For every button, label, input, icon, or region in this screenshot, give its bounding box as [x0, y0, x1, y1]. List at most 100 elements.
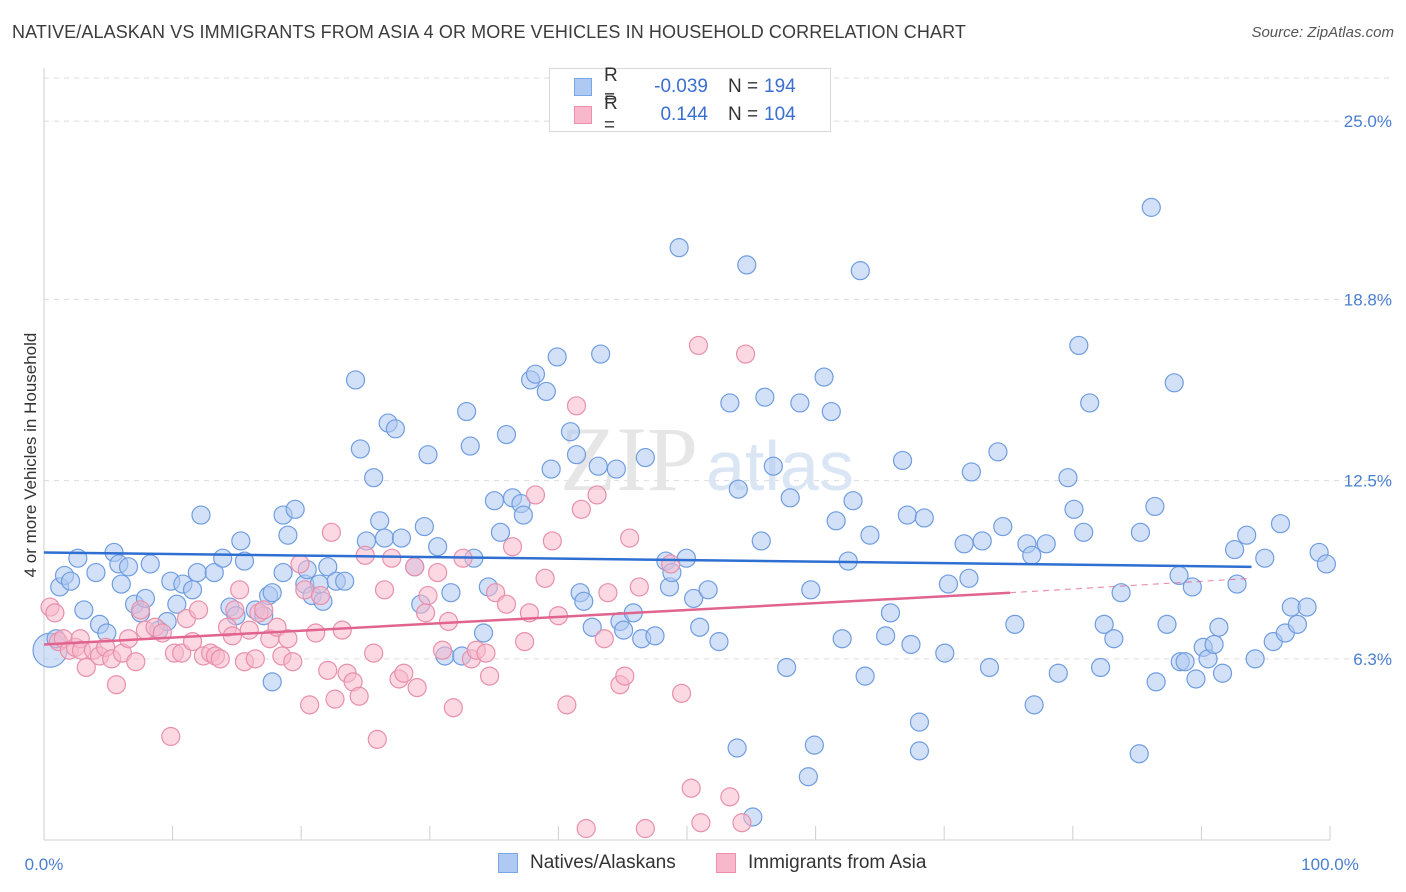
data-point [1145, 496, 1165, 517]
data-point [45, 603, 65, 623]
data-point [278, 629, 298, 649]
data-point [790, 393, 810, 413]
data-point [1080, 393, 1100, 413]
data-point [325, 689, 345, 709]
data-point [1005, 614, 1025, 634]
data-point [690, 617, 710, 637]
data-point [576, 818, 596, 839]
data-point [457, 401, 477, 422]
data-point [432, 640, 453, 660]
data-point [979, 657, 1000, 678]
legend-n-value: 194 [764, 76, 796, 97]
legend-row-natives: R = -0.039 N = 194 [550, 65, 796, 108]
legend-r-value: -0.039 [654, 76, 708, 97]
data-point [620, 528, 640, 548]
trend-line-immigrants [43, 591, 1011, 646]
data-point [1287, 614, 1307, 634]
data-point [126, 652, 146, 672]
data-point [484, 491, 505, 511]
data-point [755, 387, 775, 407]
data-point [321, 522, 341, 542]
bottom-legend-label: Natives/Alaskans [530, 852, 676, 873]
data-point [614, 620, 634, 640]
data-point [140, 554, 160, 574]
data-point [418, 585, 438, 606]
bottom-legend-label: Immigrants from Asia [748, 852, 927, 873]
data-point [909, 712, 930, 732]
data-point [428, 562, 448, 583]
data-point [182, 580, 203, 600]
data-point [901, 634, 921, 655]
data-point [479, 666, 500, 686]
x-tick-label: 0.0% [25, 855, 64, 874]
data-point [525, 364, 546, 384]
legend-r-value: 0.144 [660, 104, 708, 125]
data-point [1204, 634, 1224, 655]
data-point [364, 643, 384, 663]
data-point [1297, 597, 1317, 617]
data-point [720, 393, 740, 413]
data-point [598, 583, 618, 603]
x-tick-label: 100.0% [1301, 855, 1359, 874]
data-point [335, 571, 355, 591]
data-point [671, 683, 692, 703]
data-point [167, 594, 187, 614]
data-point [821, 401, 841, 422]
data-point [234, 551, 255, 571]
data-point [254, 600, 274, 620]
data-point [60, 571, 81, 591]
data-point [262, 672, 282, 692]
data-point [1270, 514, 1291, 534]
legend-row-immigrants: R = 0.144 N = 104 [550, 93, 796, 136]
data-point [1182, 577, 1202, 597]
data-point [418, 445, 438, 465]
data-point [367, 729, 387, 749]
data-point [76, 657, 96, 678]
data-point [988, 442, 1008, 462]
data-point [541, 459, 561, 479]
data-point [245, 649, 265, 669]
data-point [106, 675, 127, 695]
data-point [566, 396, 587, 416]
data-point [727, 738, 747, 758]
data-point [860, 525, 880, 545]
grid-layer [44, 77, 1392, 660]
legend-r-label: R = [604, 93, 618, 136]
data-point [1069, 335, 1089, 356]
data-point [513, 505, 533, 525]
bottom-legend-natives: Natives/Alaskans [498, 852, 676, 874]
data-point [709, 631, 729, 652]
data-point [732, 813, 752, 833]
data-point [1209, 617, 1229, 637]
data-point [855, 666, 875, 686]
data-point [349, 686, 369, 706]
data-point [1036, 534, 1056, 554]
data-point [476, 643, 496, 663]
data-point [111, 574, 131, 594]
data-point [1212, 663, 1233, 683]
data-point [1175, 652, 1195, 672]
data-point [231, 531, 251, 551]
data-point [1141, 197, 1161, 217]
data-point [278, 525, 298, 545]
data-point [310, 585, 331, 606]
data-point [876, 626, 896, 646]
data-point [382, 548, 402, 568]
data-point [735, 344, 756, 364]
data-point [306, 623, 326, 643]
data-point [591, 344, 611, 364]
trend-layer [43, 551, 1252, 646]
y-axis-label: 4 or more Vehicles in Household [21, 333, 40, 578]
data-point [187, 562, 207, 583]
legend-n-label: N = [728, 76, 759, 97]
data-point [826, 511, 846, 531]
data-point [318, 557, 338, 577]
data-point [935, 643, 955, 663]
data-point [536, 381, 556, 402]
data-point [374, 528, 395, 548]
data-point [86, 562, 106, 583]
trend-line-natives [43, 551, 1252, 569]
data-point [688, 335, 709, 356]
data-point [1225, 539, 1245, 560]
data-point [566, 445, 587, 465]
